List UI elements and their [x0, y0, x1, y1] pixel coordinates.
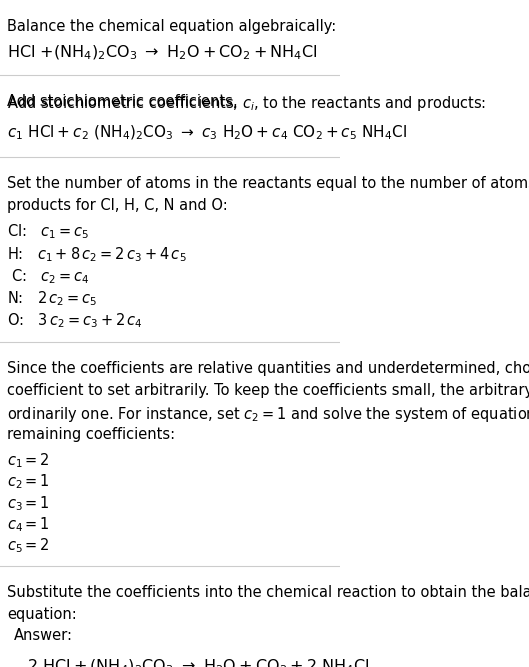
Text: ordinarily one. For instance, set $c_2=1$ and solve the system of equations for : ordinarily one. For instance, set $c_2=1… [7, 405, 529, 424]
Text: HCl $+({\rm NH_4})_2{\rm CO_3}\ \rightarrow\ {\rm H_2O}+{\rm CO_2}+{\rm NH_4Cl}$: HCl $+({\rm NH_4})_2{\rm CO_3}\ \rightar… [7, 43, 317, 61]
Text: Cl: $\ \ c_1=c_5$: Cl: $\ \ c_1=c_5$ [7, 223, 89, 241]
Text: Since the coefficients are relative quantities and underdetermined, choose a: Since the coefficients are relative quan… [7, 361, 529, 376]
Text: Answer:: Answer: [14, 628, 72, 643]
Text: $c_4=1$: $c_4=1$ [7, 515, 50, 534]
Text: products for Cl, H, C, N and O:: products for Cl, H, C, N and O: [7, 198, 227, 213]
Text: coefficient to set arbitrarily. To keep the coefficients small, the arbitrary va: coefficient to set arbitrarily. To keep … [7, 383, 529, 398]
Text: Balance the chemical equation algebraically:: Balance the chemical equation algebraica… [7, 19, 336, 34]
FancyBboxPatch shape [0, 612, 249, 667]
Text: Substitute the coefficients into the chemical reaction to obtain the balanced: Substitute the coefficients into the che… [7, 585, 529, 600]
Text: $c_5=2$: $c_5=2$ [7, 536, 50, 554]
Text: C: $\ \ c_2=c_4$: C: $\ \ c_2=c_4$ [7, 267, 89, 285]
Text: H: $\ \ c_1+8\,c_2=2\,c_3+4\,c_5$: H: $\ \ c_1+8\,c_2=2\,c_3+4\,c_5$ [7, 245, 186, 263]
Text: $c_1=2$: $c_1=2$ [7, 452, 50, 470]
Text: $c_1\ {\rm HCl}+c_2\ ({\rm NH_4})_2{\rm CO_3}\ \rightarrow\ c_3\ {\rm H_2O}+c_4\: $c_1\ {\rm HCl}+c_2\ ({\rm NH_4})_2{\rm … [7, 123, 407, 141]
Text: $c_3=1$: $c_3=1$ [7, 494, 50, 512]
Text: Add stoichiometric coefficients, $c_i$, to the reactants and products:: Add stoichiometric coefficients, $c_i$, … [7, 94, 486, 113]
Text: Set the number of atoms in the reactants equal to the number of atoms in the: Set the number of atoms in the reactants… [7, 176, 529, 191]
Text: N: $\ \ 2\,c_2=c_5$: N: $\ \ 2\,c_2=c_5$ [7, 289, 97, 308]
Text: $2\ {\rm HCl}+({\rm NH_4})_2{\rm CO_3}\ \rightarrow\ {\rm H_2O}+{\rm CO_2}+2\ {\: $2\ {\rm HCl}+({\rm NH_4})_2{\rm CO_3}\ … [27, 658, 370, 667]
Text: Add stoichiometric coefficients,: Add stoichiometric coefficients, [7, 94, 242, 109]
Text: O: $\ \ 3\,c_2=c_3+2\,c_4$: O: $\ \ 3\,c_2=c_3+2\,c_4$ [7, 311, 143, 330]
Text: $c_2=1$: $c_2=1$ [7, 473, 50, 492]
Text: remaining coefficients:: remaining coefficients: [7, 427, 175, 442]
Text: equation:: equation: [7, 607, 77, 622]
